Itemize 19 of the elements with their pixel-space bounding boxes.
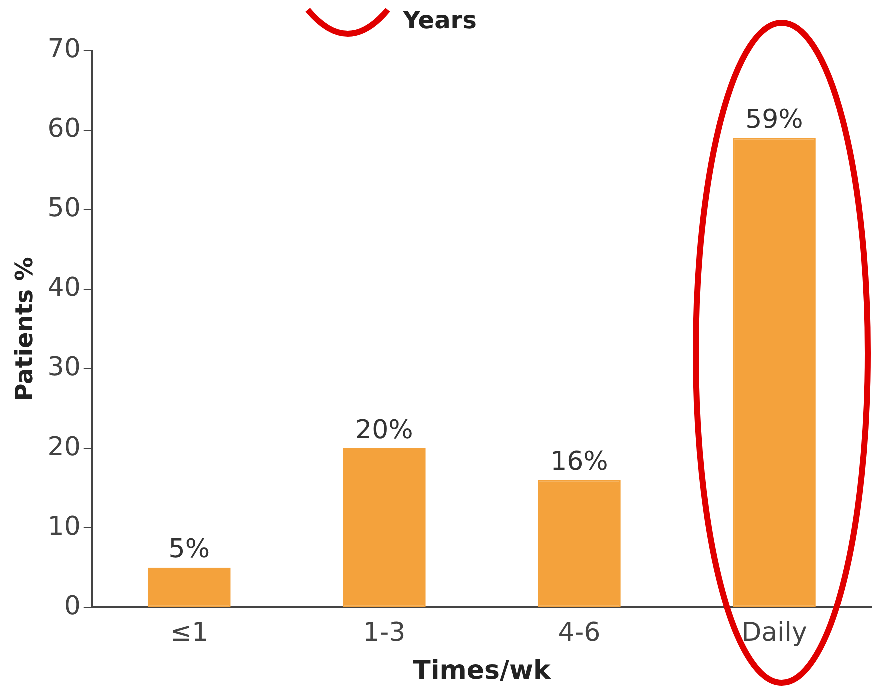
- x-tick-label: 1-3: [363, 618, 406, 648]
- y-tick-label: 50: [48, 194, 81, 224]
- y-tick-label: 60: [48, 114, 81, 144]
- chart-title: Years: [402, 6, 477, 35]
- x-tick-label: 4-6: [558, 618, 601, 648]
- y-tick-label: 70: [48, 34, 81, 65]
- y-tick-label: 30: [48, 352, 81, 383]
- data-label: 5%: [168, 534, 210, 565]
- y-tick-label: 10: [48, 512, 81, 542]
- y-tick-label: 0: [64, 591, 81, 622]
- data-label: 16%: [550, 447, 608, 478]
- y-tick-label: 20: [48, 432, 81, 462]
- x-axis-title: Times/wk: [413, 656, 552, 686]
- x-tick-label: Daily: [742, 618, 808, 648]
- x-tick-label: ≤1: [170, 618, 209, 648]
- data-label: 20%: [356, 415, 414, 446]
- y-tick-label: 40: [48, 273, 81, 304]
- y-axis-title: Patients %: [10, 257, 39, 402]
- data-label: 59%: [746, 105, 804, 136]
